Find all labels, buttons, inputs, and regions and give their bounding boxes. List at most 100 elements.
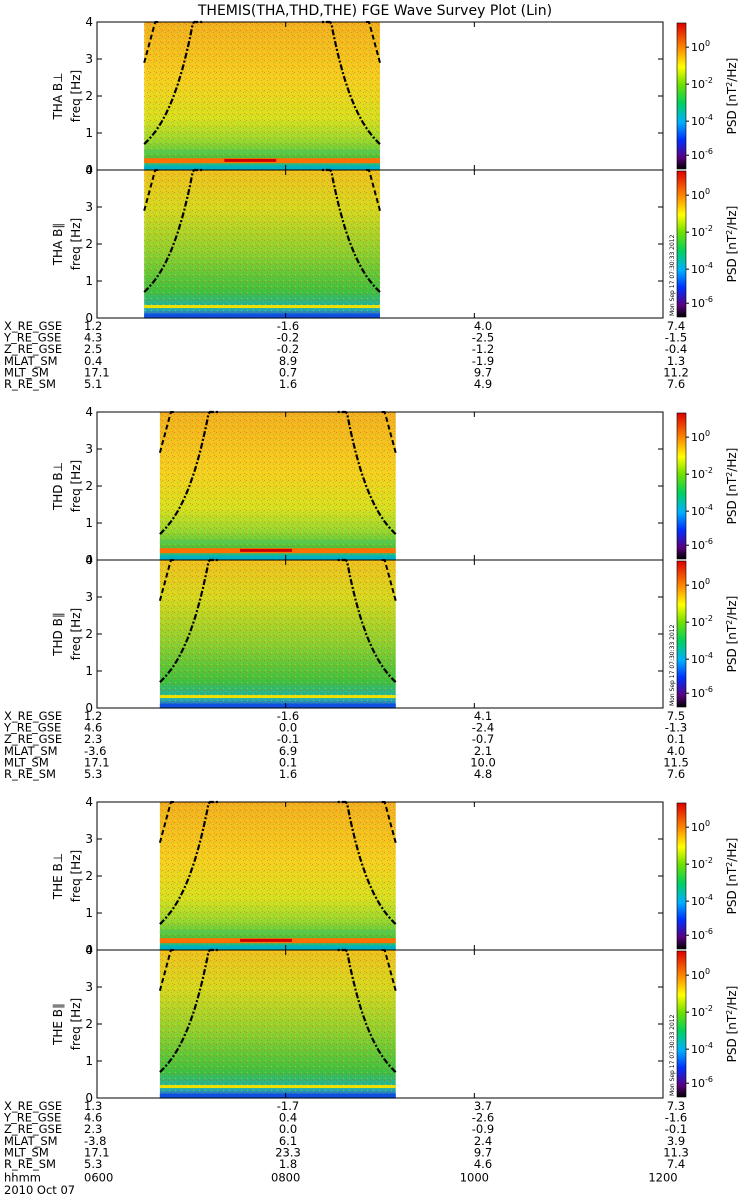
y-axis-label: freq [Hz] (69, 218, 83, 270)
band-peak (240, 939, 292, 942)
colorbar-label: PSD [nT2/Hz] (725, 448, 739, 525)
colorbar (677, 23, 686, 169)
colorbar-tick-label: 10-6 (691, 295, 713, 310)
y-tick-label: 3 (85, 980, 93, 994)
colorbar-tick-label: 100 (691, 429, 710, 444)
time-tick-label: 1200 (648, 1171, 677, 1185)
colorbar-label: PSD [nT2/Hz] (725, 838, 739, 915)
panel-label: THA B∥ (51, 223, 65, 267)
colorbar (677, 561, 686, 707)
spectrogram-texture (160, 802, 396, 950)
colorbar-tick-label: 100 (691, 967, 710, 982)
spectrogram-texture (160, 412, 396, 560)
generation-stamp: Mon Sep 17 07:30:33 2012 (669, 1014, 676, 1096)
ephemeris-label: R_RE_SM (4, 767, 56, 781)
spectrogram-panel: 01234THA B∥ freq [Hz]10010-210-410-6PSD [… (51, 163, 739, 325)
colorbar-label: PSD [nT2/Hz] (725, 596, 739, 673)
band-line (144, 166, 380, 170)
y-tick-label: 1 (85, 274, 93, 288)
y-tick-label: 2 (85, 89, 93, 103)
colorbar-tick-label: 10-4 (691, 261, 713, 276)
panel-label: THA B⊥ (51, 72, 65, 120)
colorbar-tick-label: 10-4 (691, 113, 713, 128)
wave-survey-plot: THEMIS(THA,THD,THE) FGE Wave Survey Plot… (0, 0, 750, 1200)
ephemeris-value: 1.8 (279, 1157, 297, 1171)
y-tick-label: 1 (85, 126, 93, 140)
panel-label: THE B∥ (51, 1003, 65, 1046)
y-tick-label: 3 (85, 200, 93, 214)
panel-label: THD B⊥ (51, 462, 65, 511)
spectrogram-panel: 01234THD B∥ freq [Hz]10010-210-410-6PSD [… (51, 553, 739, 715)
y-tick-label: 4 (85, 15, 93, 29)
spectrogram-texture (144, 22, 380, 170)
ephemeris-label: R_RE_SM (4, 1157, 56, 1171)
colorbar (677, 951, 686, 1097)
y-tick-label: 2 (85, 869, 93, 883)
generation-stamp: Mon Sep 17 07:30:33 2012 (669, 624, 676, 706)
panel-label: THD B∥ (51, 612, 65, 657)
colorbar (677, 413, 686, 559)
y-tick-label: 2 (85, 627, 93, 641)
band-line (160, 946, 396, 950)
ephemeris-block: X_RE_GSE 1.2 -1.6 4.0 7.4 Y_RE_GSE 4.3 -0.2 -2.5… (3, 319, 689, 391)
spectrogram-texture (144, 170, 380, 318)
colorbar-tick-label: 10-6 (691, 1075, 713, 1090)
colorbar-tick-label: 100 (691, 39, 710, 54)
spectrogram-texture (160, 560, 396, 708)
colorbar-tick-label: 10-2 (691, 1004, 713, 1019)
band-line (160, 695, 396, 698)
band-line (160, 930, 396, 934)
y-tick-label: 4 (85, 553, 93, 567)
colorbar-tick-label: 10-4 (691, 893, 713, 908)
y-axis-label: freq [Hz] (69, 998, 83, 1050)
ephemeris-block: X_RE_GSE 1.2 -1.6 4.1 7.5Y_RE_GSE 4.6 0.0 -2.4-… (3, 709, 689, 781)
colorbar-label: PSD [nT2/Hz] (725, 58, 739, 135)
colorbar-label: PSD [nT2/Hz] (725, 986, 739, 1063)
ephemeris-value: 4.6 (474, 1157, 492, 1171)
band-line (160, 1085, 396, 1088)
colorbar-tick-label: 10-2 (691, 614, 713, 629)
ephemeris-label: R_RE_SM (4, 377, 56, 391)
colorbar-tick-label: 10-6 (691, 537, 713, 552)
y-axis-label: freq [Hz] (69, 850, 83, 902)
colorbar-tick-label: 100 (691, 577, 710, 592)
y-tick-label: 1 (85, 906, 93, 920)
y-tick-label: 4 (85, 405, 93, 419)
ephemeris-value: 4.8 (474, 767, 492, 781)
ephemeris-value: 1.6 (279, 377, 297, 391)
colorbar (677, 171, 686, 317)
colorbar-tick-label: 100 (691, 187, 710, 202)
ephemeris-value: 7.4 (667, 1157, 685, 1171)
time-tick-label: 0800 (271, 1171, 300, 1185)
y-tick-label: 3 (85, 832, 93, 846)
band-line (144, 150, 380, 154)
colorbar-tick-label: 10-6 (691, 685, 713, 700)
y-tick-label: 1 (85, 1054, 93, 1068)
ephemeris-block: X_RE_GSE 1.3 -1.7 3.7 7.3Y_RE_GSE 4.6 0.4 -2.6-… (3, 1099, 689, 1171)
time-tick-label: 1000 (460, 1171, 489, 1185)
ephemeris-value: 7.6 (667, 767, 685, 781)
time-axis: hhmm 0600 0800 1000 12002010 Oct 07 (4, 1171, 678, 1198)
ephemeris-value: 5.1 (84, 377, 102, 391)
colorbar-tick-label: 10-2 (691, 856, 713, 871)
spectrogram-panel: 01234THE B⊥ freq [Hz]10010-210-410-6PSD [… (51, 795, 739, 957)
band-line (160, 556, 396, 560)
ephemeris-value: 5.3 (84, 1157, 102, 1171)
panel-label: THE B⊥ (51, 853, 65, 900)
y-tick-label: 2 (85, 479, 93, 493)
spectrogram-panel: 01234THE B∥ freq [Hz]10010-210-410-6PSD [… (51, 943, 739, 1105)
band-peak (224, 159, 276, 162)
colorbar-tick-label: 10-4 (691, 503, 713, 518)
date-label: 2010 Oct 07 (4, 1183, 75, 1197)
y-tick-label: 3 (85, 590, 93, 604)
ephemeris-value: 1.6 (279, 767, 297, 781)
band-line (160, 540, 396, 544)
colorbar-tick-label: 10-6 (691, 927, 713, 942)
y-axis-label: freq [Hz] (69, 70, 83, 122)
y-tick-label: 4 (85, 943, 93, 957)
colorbar-label: PSD [nT2/Hz] (725, 206, 739, 283)
spectrogram-panel: 01234THD B⊥ freq [Hz]10010-210-410-6PSD [… (51, 405, 739, 567)
colorbar-tick-label: 10-2 (691, 76, 713, 91)
colorbar-tick-label: 10-6 (691, 147, 713, 162)
y-tick-label: 2 (85, 1017, 93, 1031)
